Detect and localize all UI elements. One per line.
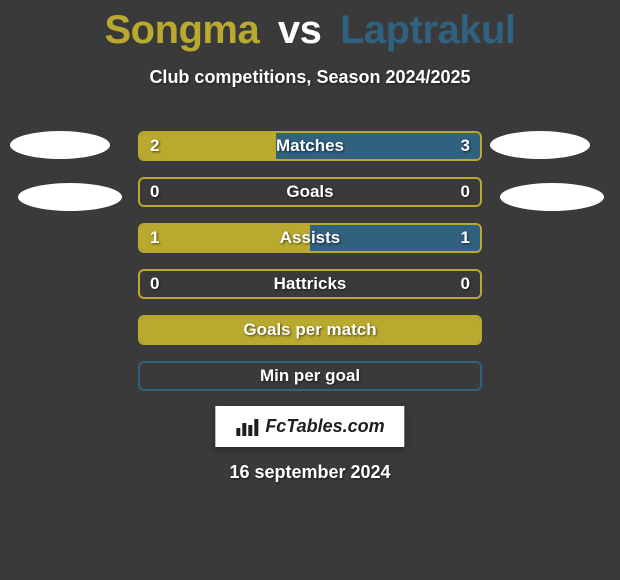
stat-value-right: 0 (461, 274, 470, 294)
comparison-infographic: Songma vs Laptrakul Club competitions, S… (0, 8, 620, 580)
subtitle: Club competitions, Season 2024/2025 (0, 67, 620, 88)
stat-value-right: 3 (461, 136, 470, 156)
stat-value-right: 1 (461, 228, 470, 248)
stat-fill-left (140, 133, 276, 159)
bar-chart-icon (235, 417, 259, 437)
logo-text: FcTables.com (265, 416, 384, 437)
stat-label: Min per goal (260, 366, 360, 386)
title-vs: vs (278, 8, 322, 52)
stat-label: Matches (276, 136, 344, 156)
stat-label: Goals per match (243, 320, 376, 340)
player-shape-left-1 (10, 131, 110, 159)
stat-label: Goals (286, 182, 333, 202)
title-player-2: Laptrakul (340, 8, 516, 52)
stat-row: 1 1 Assists (138, 223, 482, 253)
date-caption: 16 september 2024 (0, 462, 620, 483)
stats-container: 2 3 Matches 0 0 Goals 1 1 Assists 0 0 Hattricks Goal… (138, 131, 482, 407)
stat-row: 2 3 Matches (138, 131, 482, 161)
fctables-logo: FcTables.com (215, 406, 404, 447)
stat-value-left: 2 (150, 136, 159, 156)
title-row: Songma vs Laptrakul (0, 8, 620, 53)
stat-value-left: 1 (150, 228, 159, 248)
player-shape-right-1 (490, 131, 590, 159)
stat-value-right: 0 (461, 182, 470, 202)
stat-label: Hattricks (274, 274, 347, 294)
player-shape-left-2 (18, 183, 122, 211)
stat-value-left: 0 (150, 274, 159, 294)
title-player-1: Songma (104, 8, 259, 52)
stat-row: Goals per match (138, 315, 482, 345)
player-shape-right-2 (500, 183, 604, 211)
stat-row: Min per goal (138, 361, 482, 391)
stat-row: 0 0 Hattricks (138, 269, 482, 299)
stat-label: Assists (280, 228, 340, 248)
stat-row: 0 0 Goals (138, 177, 482, 207)
stat-value-left: 0 (150, 182, 159, 202)
